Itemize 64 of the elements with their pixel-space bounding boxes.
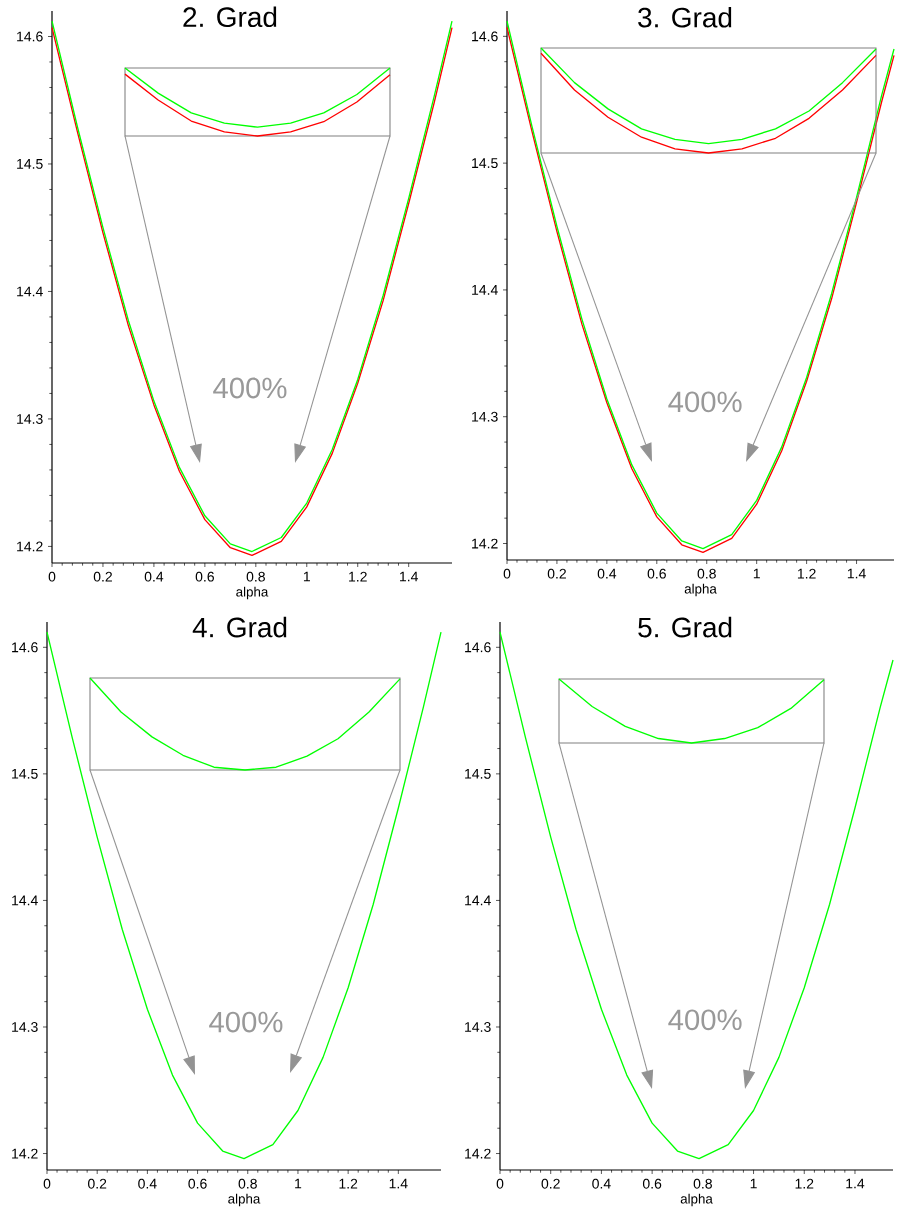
x-tick-label: 1.2 <box>339 1178 358 1189</box>
y-tick-label: 14.2 <box>17 541 43 552</box>
y-tick-label: 14.4 <box>472 285 498 295</box>
x-tick-label: 0.4 <box>138 1178 157 1189</box>
x-axis-title: alpha <box>680 1193 713 1207</box>
y-tick-label: 14.4 <box>465 895 491 906</box>
annotation: 400% <box>209 1011 283 1033</box>
y-tick-label: 14.6 <box>17 31 43 42</box>
x-tick-label: 1.4 <box>846 1178 865 1189</box>
x-tick-label: 0.4 <box>144 571 164 582</box>
y-tick-label: 14.3 <box>472 411 498 422</box>
x-tick-label: 1.4 <box>389 1178 408 1189</box>
x-tick-label: 0.8 <box>693 1178 712 1189</box>
x-tick-label: 1.2 <box>349 571 367 582</box>
x-tick-label: 0.2 <box>88 1178 107 1189</box>
x-axis-title: alpha <box>684 583 717 597</box>
x-tick-label: 1 <box>303 571 310 582</box>
x-tick-label: 0.8 <box>697 568 716 579</box>
y-tick-label: 14.2 <box>472 538 498 549</box>
chart-title: 4. Grad <box>192 616 287 638</box>
x-tick-label: 1.2 <box>797 568 816 579</box>
annotation: 400% <box>668 391 742 413</box>
x-tick-label: 0.2 <box>541 1178 560 1189</box>
chart-title: 5. Grad <box>638 616 732 638</box>
x-tick-label: 0.2 <box>93 571 112 582</box>
x-tick-label: 1.4 <box>847 568 866 579</box>
y-tick-label: 14.5 <box>472 158 498 169</box>
x-tick-label: 1 <box>750 1178 757 1189</box>
x-tick-label: 0.6 <box>195 571 214 582</box>
x-tick-label: 0 <box>503 568 511 579</box>
x-tick-label: 0.2 <box>547 568 566 579</box>
x-tick-label: 1 <box>753 568 760 579</box>
y-tick-label: 14.5 <box>17 159 43 169</box>
x-tick-label: 0.8 <box>246 571 265 582</box>
x-tick-label: 0 <box>48 571 56 582</box>
x-tick-label: 0.6 <box>188 1178 207 1189</box>
x-tick-label: 1.4 <box>400 571 418 582</box>
y-tick-label: 14.6 <box>465 642 491 653</box>
x-tick-label: 0 <box>43 1178 51 1189</box>
x-tick-label: 0.4 <box>592 1178 611 1189</box>
x-tick-label: 0.6 <box>647 568 666 579</box>
x-tick-label: 0.4 <box>597 568 617 579</box>
y-tick-label: 14.5 <box>465 768 491 779</box>
x-tick-label: 0.8 <box>238 1178 257 1189</box>
y-tick-label: 14.3 <box>465 1022 491 1032</box>
x-axis-title: alpha <box>228 1193 261 1207</box>
annotation: 400% <box>668 1009 742 1031</box>
y-tick-label: 14.6 <box>12 642 38 653</box>
x-tick-label: 0.6 <box>642 1178 662 1189</box>
y-tick-label: 14.3 <box>12 1022 38 1032</box>
y-tick-label: 14.2 <box>12 1148 38 1159</box>
y-tick-label: 14.6 <box>472 31 498 42</box>
y-tick-label: 14.5 <box>12 768 38 779</box>
x-tick-label: 0 <box>496 1178 504 1189</box>
y-tick-label: 14.4 <box>12 895 38 906</box>
x-axis-title: alpha <box>236 586 269 600</box>
x-tick-label: 1 <box>295 1178 302 1189</box>
y-tick-label: 14.4 <box>17 286 43 297</box>
x-tick-label: 1.2 <box>795 1178 814 1189</box>
chart-title: 2. Grad <box>183 6 277 28</box>
chart-title: 3. Grad <box>638 6 732 28</box>
annotation: 400% <box>213 377 287 399</box>
y-tick-label: 14.2 <box>465 1148 491 1159</box>
y-tick-label: 14.3 <box>17 413 43 424</box>
